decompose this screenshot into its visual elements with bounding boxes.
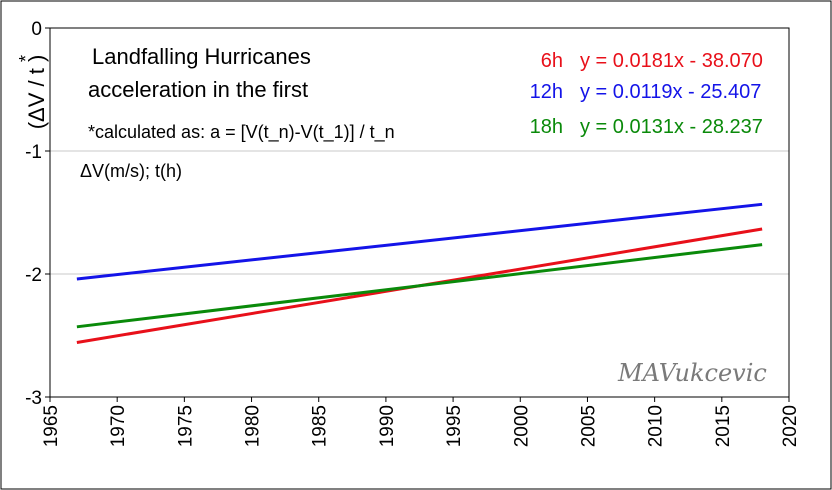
series-lines	[76, 202, 763, 344]
y-tick-label-0: 0	[31, 19, 42, 40]
y-tick-label-2: -2	[25, 265, 42, 286]
x-tick-label-5: 1990	[377, 405, 398, 447]
x-axis: 1965 1970 1975 1980 1985 1990 1995 2000 2005 2010…	[41, 397, 801, 447]
legend-name-12h: 12h	[530, 81, 563, 103]
plot-area	[49, 27, 790, 398]
x-tick-label-6: 1995	[444, 405, 465, 447]
x-tick-label-10: 2015	[713, 405, 734, 447]
chart-title-line-2: acceleration in the first	[88, 77, 308, 102]
y-axis-label: (ΔV / t ) *	[16, 55, 49, 130]
legend: 6h y = 0.0181x - 38.070 12h y = 0.0119x - 2…	[530, 50, 763, 138]
y-axis: 0 -1 -2 -3	[25, 19, 50, 409]
svg-text:*: *	[16, 55, 36, 62]
y-tick-label-3: -3	[25, 388, 42, 409]
x-tick-label-4: 1985	[310, 405, 331, 447]
formula-note: *calculated as: a = [V(t_n)-V(t_1)] / t_…	[88, 122, 395, 143]
chart-title-line-1: Landfalling Hurricanes	[92, 44, 311, 69]
x-tick-label-7: 2000	[511, 405, 532, 447]
x-tick-label-11: 2020	[780, 405, 801, 447]
y-tick-label-1: -1	[25, 142, 42, 163]
signature-watermark: MAVukcevic	[617, 359, 767, 387]
x-tick-label-1: 1970	[108, 405, 129, 447]
legend-name-18h: 18h	[530, 116, 563, 138]
svg-text:(ΔV / t ): (ΔV / t )	[24, 55, 49, 130]
x-tick-label-8: 2005	[578, 405, 599, 447]
series-line-18h	[76, 243, 763, 329]
x-tick-label-2: 1975	[175, 405, 196, 447]
legend-equation-18h: y = 0.0131x - 28.237	[580, 116, 763, 138]
legend-name-6h: 6h	[541, 50, 563, 72]
x-tick-label-0: 1965	[41, 405, 62, 447]
x-tick-label-9: 2010	[646, 405, 667, 447]
units-label: ΔV(m/s); t(h)	[80, 161, 182, 181]
series-line-12h	[76, 202, 763, 281]
legend-equation-12h: y = 0.0119x - 25.407	[580, 81, 761, 103]
x-tick-label-3: 1980	[243, 405, 264, 447]
legend-equation-6h: y = 0.0181x - 38.070	[580, 50, 763, 72]
